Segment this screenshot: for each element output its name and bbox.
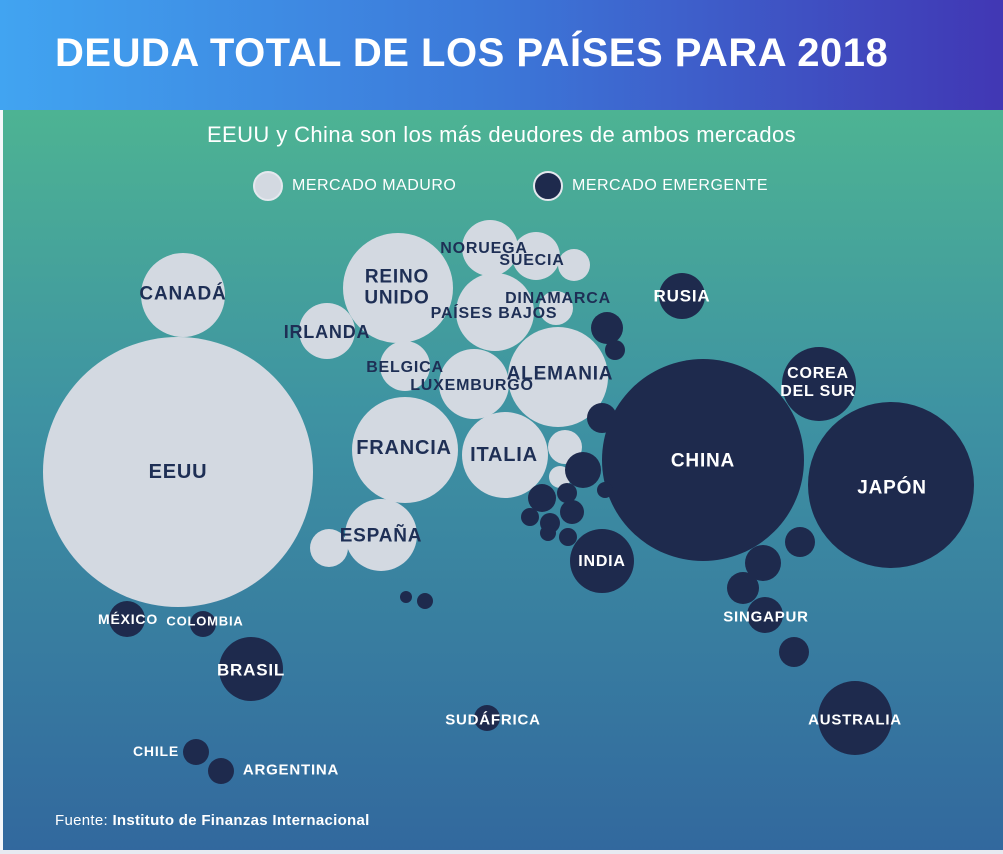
- label-reino-unido: REINO UNIDO: [364, 266, 430, 309]
- bubble-unlabeled: [727, 572, 759, 604]
- bubble-francia: [352, 397, 458, 503]
- bubble-corea-del-sur: [782, 347, 856, 421]
- label-mexico: MÉXICO: [97, 611, 159, 628]
- bubble-luxemburgo: [439, 349, 509, 419]
- legend-label: MERCADO EMERGENTE: [572, 177, 769, 194]
- bubble-unlabeled: [400, 591, 412, 603]
- bubble-brasil: [219, 637, 283, 701]
- label-paises-bajos: PAÍSES BAJOS: [430, 305, 558, 323]
- label-colombia: COLOMBIA: [166, 613, 244, 629]
- label-eeuu: EEUU: [148, 460, 208, 483]
- bubble-unlabeled: [557, 483, 577, 503]
- label-rusia: RUSIA: [653, 286, 711, 306]
- bubble-rusia: [659, 273, 705, 319]
- bubble-singapur: [747, 597, 783, 633]
- bubble-china: [602, 359, 804, 561]
- label-alemania: ALEMANIA: [506, 363, 614, 385]
- bubble-dinamarca: [539, 291, 573, 325]
- bubble-noruega: [462, 220, 518, 276]
- bubble-unlabeled: [558, 249, 590, 281]
- left-border-strip: [0, 110, 3, 854]
- bubble-irlanda: [299, 303, 355, 359]
- bubble-unlabeled: [417, 593, 433, 609]
- bubble-belgica: [380, 341, 430, 391]
- label-argentina: ARGENTINA: [242, 761, 340, 779]
- label-brasil: BRASIL: [216, 660, 286, 680]
- label-china: CHINA: [670, 450, 736, 472]
- bubble-suecia: [512, 232, 560, 280]
- bubble-unlabeled: [540, 525, 556, 541]
- bubble-sudafrica: [474, 705, 500, 731]
- bubble-unlabeled: [587, 403, 617, 433]
- legend-swatch-emerging: [533, 171, 563, 201]
- bubble-argentina: [208, 758, 234, 784]
- bubble-india: [570, 529, 634, 593]
- bubble-australia: [818, 681, 892, 755]
- source-prefix: Fuente:: [55, 812, 113, 829]
- bubble-italia: [462, 412, 548, 498]
- label-canada: CANADÁ: [139, 283, 227, 305]
- label-belgica: BELGICA: [366, 359, 444, 377]
- label-noruega: NORUEGA: [440, 240, 528, 258]
- source-note: Fuente: Instituto de Finanzas Internacio…: [55, 812, 370, 829]
- bubble-unlabeled: [605, 340, 625, 360]
- bubble-unlabeled: [565, 452, 601, 488]
- bubble-mexico: [109, 601, 145, 637]
- bubble-eeuu: [43, 337, 313, 607]
- label-italia: ITALIA: [470, 443, 538, 466]
- label-chile: CHILE: [133, 743, 179, 760]
- bubble-reino-unido: [343, 233, 453, 343]
- label-dinamarca: DINAMARCA: [505, 290, 611, 308]
- label-india: INDIA: [578, 553, 626, 571]
- label-francia: FRANCIA: [356, 436, 452, 459]
- bubble-canada: [141, 253, 225, 337]
- label-sudafrica: SUDÁFRICA: [445, 711, 541, 729]
- legend-swatch-mature: [253, 171, 283, 201]
- bubble-unlabeled: [779, 637, 809, 667]
- legend-item-mercado-maduro: MERCADO MADURO: [253, 171, 456, 201]
- bubble-unlabeled: [559, 528, 577, 546]
- bubble-espana: [345, 499, 417, 571]
- page-title: DEUDA TOTAL DE LOS PAÍSES PARA 2018: [55, 31, 889, 75]
- label-japon: JAPÓN: [857, 477, 927, 499]
- bubble-unlabeled: [528, 484, 556, 512]
- bubble-japon: [808, 402, 974, 568]
- bubble-chile: [183, 739, 209, 765]
- chart-subtitle: EEUU y China son los más deudores de amb…: [206, 122, 796, 147]
- header-banner: DEUDA TOTAL DE LOS PAÍSES PARA 2018: [0, 0, 1003, 110]
- bubble-unlabeled: [521, 508, 539, 526]
- label-corea-del-sur: COREA DEL SUR: [780, 365, 856, 400]
- bubble-unlabeled: [597, 482, 613, 498]
- bottom-border-strip: [0, 850, 1003, 854]
- legend-item-mercado-emergente: MERCADO EMERGENTE: [533, 171, 768, 201]
- label-luxemburgo: LUXEMBURGO: [410, 377, 534, 395]
- bubble-paises-bajos: [456, 273, 534, 351]
- bubble-unlabeled: [310, 529, 348, 567]
- bubble-unlabeled: [785, 527, 815, 557]
- bubble-unlabeled: [560, 500, 584, 524]
- label-espana: ESPAÑA: [339, 525, 423, 547]
- bubble-unlabeled: [591, 312, 623, 344]
- label-suecia: SUECIA: [499, 252, 565, 270]
- bubble-colombia: [190, 611, 216, 637]
- legend-label: MERCADO MADURO: [292, 177, 457, 194]
- source-name: Instituto de Finanzas Internacional: [112, 812, 370, 829]
- label-singapur: SINGAPUR: [723, 608, 809, 626]
- label-irlanda: IRLANDA: [283, 321, 371, 342]
- label-australia: AUSTRALIA: [808, 711, 902, 729]
